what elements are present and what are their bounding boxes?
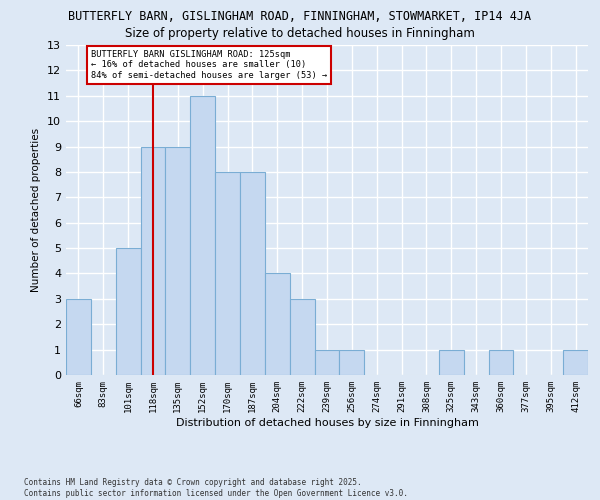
Bar <box>215 172 240 375</box>
Bar <box>488 350 514 375</box>
Bar <box>314 350 340 375</box>
X-axis label: Distribution of detached houses by size in Finningham: Distribution of detached houses by size … <box>176 418 478 428</box>
Bar <box>116 248 140 375</box>
Text: BUTTERFLY BARN GISLINGHAM ROAD: 125sqm
← 16% of detached houses are smaller (10): BUTTERFLY BARN GISLINGHAM ROAD: 125sqm ←… <box>91 50 327 80</box>
Bar <box>265 274 290 375</box>
Bar <box>563 350 588 375</box>
Bar <box>439 350 464 375</box>
Bar <box>166 146 190 375</box>
Text: Size of property relative to detached houses in Finningham: Size of property relative to detached ho… <box>125 28 475 40</box>
Bar <box>140 146 166 375</box>
Text: Contains HM Land Registry data © Crown copyright and database right 2025.
Contai: Contains HM Land Registry data © Crown c… <box>24 478 408 498</box>
Text: BUTTERFLY BARN, GISLINGHAM ROAD, FINNINGHAM, STOWMARKET, IP14 4JA: BUTTERFLY BARN, GISLINGHAM ROAD, FINNING… <box>68 10 532 23</box>
Y-axis label: Number of detached properties: Number of detached properties <box>31 128 41 292</box>
Bar <box>66 299 91 375</box>
Bar <box>190 96 215 375</box>
Bar <box>340 350 364 375</box>
Bar <box>290 299 314 375</box>
Bar <box>240 172 265 375</box>
